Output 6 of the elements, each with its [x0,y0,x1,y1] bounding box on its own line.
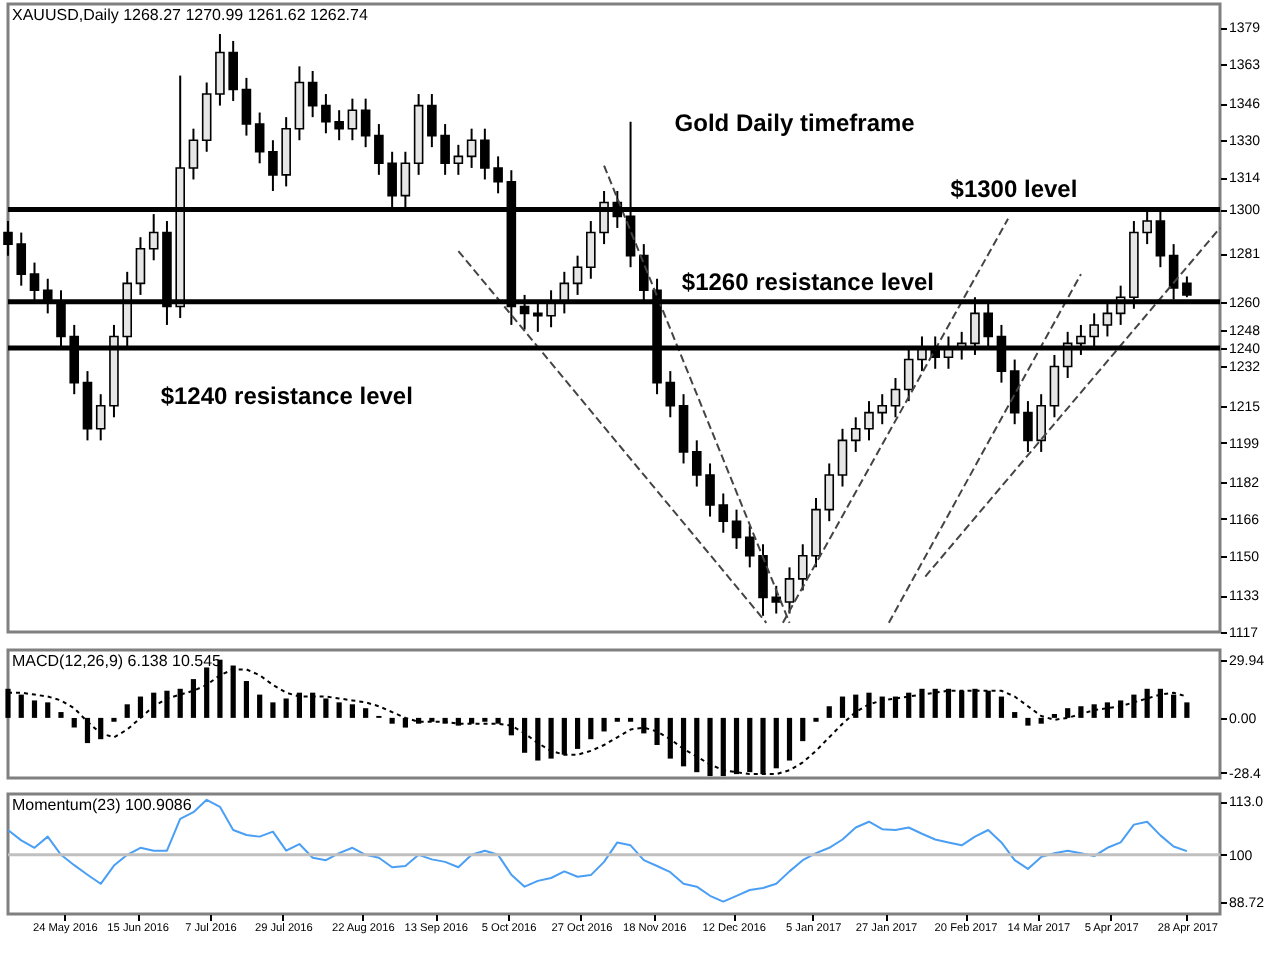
annotation: Gold Daily timeframe [674,109,916,138]
chart-title: XAUUSD,Daily 1268.27 1270.99 1261.62 1262.74 [12,6,369,24]
ref-line-label: $1260 resistance level [681,267,935,296]
ref-line-label: $1300 level [950,175,1078,204]
ref-line-label: $1240 resistance level [160,382,413,411]
chart-title: Momentum(23) 100.9086 [12,796,193,814]
